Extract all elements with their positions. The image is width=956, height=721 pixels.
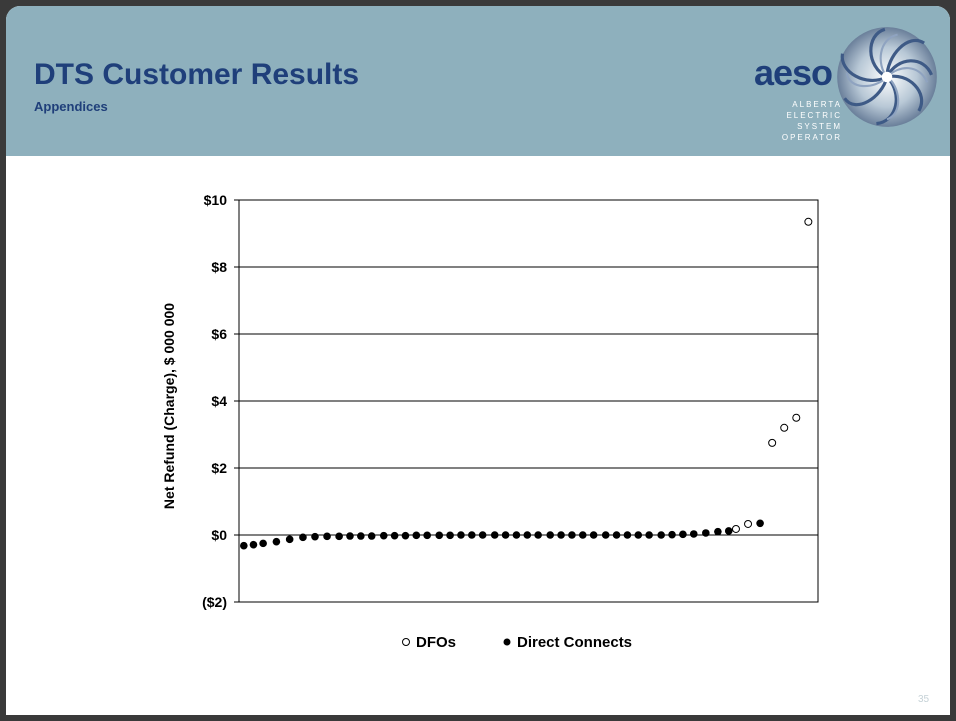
direct-connect-point — [335, 532, 343, 541]
direct-connect-point — [702, 529, 710, 537]
direct-connect-point — [714, 527, 722, 536]
direct-connect-point — [756, 519, 764, 528]
direct-connect-point — [568, 531, 576, 539]
direct-connect-point — [546, 531, 555, 539]
y-tick-label: $0 — [211, 527, 227, 543]
direct-connect-point — [534, 531, 542, 539]
slide-title: DTS Customer Results — [34, 58, 360, 91]
direct-connect-point — [272, 537, 281, 546]
slide-header: DTS Customer Results Appendices aeso ALB… — [6, 6, 950, 156]
chart-gridlines — [239, 199, 818, 536]
direct-connect-point — [601, 531, 610, 539]
direct-connect-point — [634, 531, 643, 539]
slide-number: 35 — [918, 694, 930, 705]
direct-connect-point — [645, 531, 653, 539]
direct-connect-point — [478, 531, 487, 539]
logo-line: OPERATOR — [781, 133, 842, 142]
direct-connect-point — [357, 532, 365, 540]
dfo-point — [731, 524, 740, 533]
direct-connect-point — [623, 531, 632, 539]
direct-connect-point — [578, 531, 587, 539]
direct-connect-point — [311, 532, 319, 541]
y-tick-label: $8 — [211, 259, 227, 275]
logo-wordmark: aeso — [753, 52, 833, 93]
direct-connect-point — [446, 531, 454, 540]
direct-connect-point — [612, 531, 621, 539]
direct-connect-point — [468, 531, 476, 539]
slide-subtitle: Appendices — [34, 99, 108, 114]
logo-swirl-icon — [837, 27, 937, 127]
logo-line: ALBERTA — [792, 100, 842, 109]
legend-marker-direct-connects — [503, 638, 511, 646]
direct-connect-point — [259, 539, 267, 548]
direct-connect-point — [490, 531, 499, 539]
dfo-point — [804, 217, 813, 226]
direct-connect-point — [367, 532, 376, 540]
legend-label-direct-connects: Direct Connects — [517, 634, 632, 651]
y-tick-label: $6 — [211, 326, 227, 342]
legend-marker-dfos — [402, 638, 410, 646]
logo-line: ELECTRIC — [786, 111, 842, 120]
direct-connect-point — [240, 541, 248, 550]
direct-connect-point — [501, 531, 510, 539]
chart-points — [240, 217, 813, 550]
direct-connect-point — [285, 535, 294, 544]
direct-connect-point — [379, 531, 388, 540]
direct-connect-point — [401, 531, 410, 540]
direct-connect-point — [557, 531, 565, 539]
direct-connect-point — [457, 531, 465, 539]
slide: DTS Customer Results Appendices aeso ALB… — [6, 6, 950, 715]
aeso-logo: aeso ALBERTA ELECTRIC SYSTEM OPERATOR — [714, 24, 944, 154]
y-tick-label: ($2) — [202, 594, 227, 610]
dfo-point — [744, 519, 753, 528]
chart-legend: DFOs Direct Connects — [402, 634, 632, 651]
direct-connect-point — [724, 527, 733, 535]
logo-line: SYSTEM — [797, 122, 842, 131]
dfo-point — [780, 423, 789, 432]
direct-connect-point — [412, 531, 421, 540]
y-tick-label: $4 — [211, 393, 227, 409]
direct-connect-point — [689, 530, 698, 538]
direct-connect-point — [323, 532, 331, 541]
dfo-point — [792, 413, 801, 422]
y-tick-label: $10 — [204, 192, 228, 208]
direct-connect-point — [679, 530, 687, 539]
direct-connect-point — [390, 531, 399, 540]
direct-connect-point — [668, 530, 676, 539]
scatter-chart: ($2) $0 $2 $4 $6 $8 $10 Net Refund (Charge), $… — [161, 192, 819, 651]
direct-connect-point — [346, 532, 354, 540]
direct-connect-point — [299, 533, 307, 542]
legend-label-dfos: DFOs — [416, 634, 456, 651]
y-tick-label: $2 — [211, 460, 227, 476]
direct-connect-point — [589, 531, 598, 539]
logo-subtitle: ALBERTA ELECTRIC SYSTEM OPERATOR — [782, 99, 842, 143]
dfo-point — [768, 438, 777, 447]
direct-connect-point — [249, 540, 258, 549]
direct-connect-point — [657, 531, 665, 539]
y-tick-labels: ($2) $0 $2 $4 $6 $8 $10 — [202, 192, 239, 610]
direct-connect-point — [523, 531, 532, 539]
direct-connect-point — [423, 531, 431, 540]
direct-connect-point — [435, 531, 444, 540]
direct-connect-point — [512, 531, 521, 539]
y-axis-label: Net Refund (Charge), $ 000 000 — [161, 303, 177, 509]
